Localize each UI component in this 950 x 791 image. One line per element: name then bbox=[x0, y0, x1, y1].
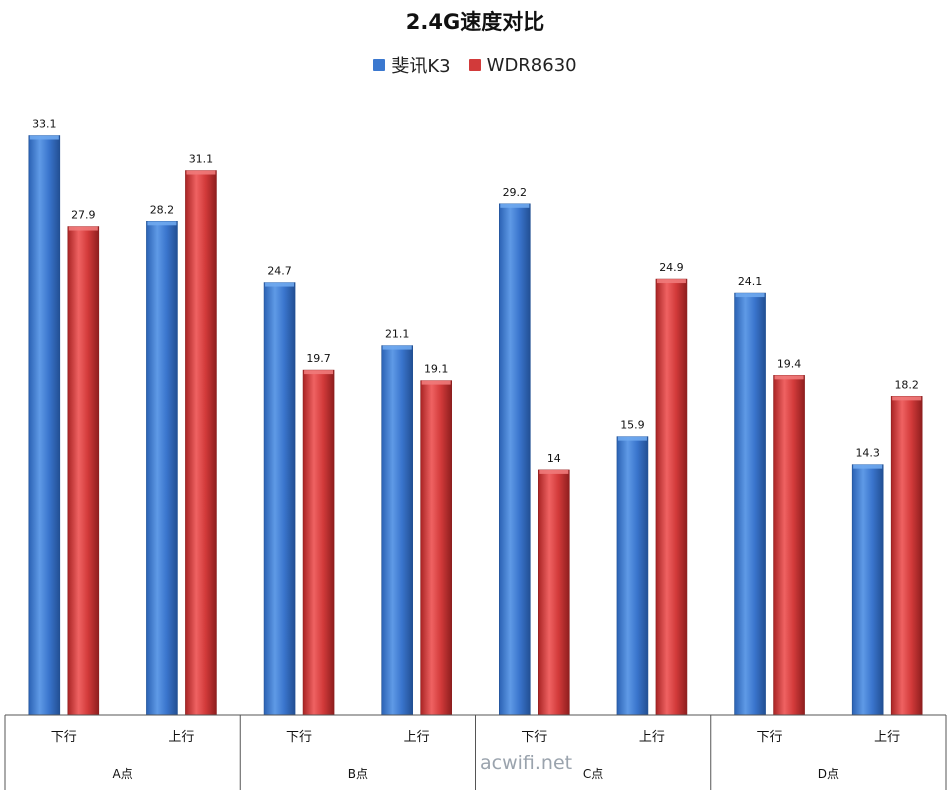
bar-series-2-cat-7 bbox=[773, 375, 805, 716]
data-label-series-2-cat-2: 31.1 bbox=[189, 153, 214, 166]
bar-series-1-cat-7 bbox=[734, 292, 766, 716]
data-label-series-2-cat-8: 18.2 bbox=[894, 378, 919, 391]
data-label-series-2-cat-3: 19.7 bbox=[306, 352, 331, 365]
x-tick-label-5: 下行 bbox=[521, 730, 547, 745]
x-tick-label-7: 下行 bbox=[757, 730, 783, 745]
legend-swatch-series-2 bbox=[468, 59, 481, 71]
bar-cap-series-2-cat-5 bbox=[539, 469, 569, 474]
watermark: acwifi.net bbox=[480, 752, 573, 774]
bar-cap-series-2-cat-4 bbox=[421, 380, 451, 385]
legend-item-series-2: WDR8630 bbox=[468, 54, 577, 76]
bar-cap-series-2-cat-2 bbox=[186, 170, 216, 175]
bar-series-1-cat-3 bbox=[263, 282, 296, 716]
bar-cap-series-1-cat-5 bbox=[500, 203, 530, 208]
x-tick-label-8: 上行 bbox=[874, 730, 900, 745]
data-label-series-1-cat-2: 28.2 bbox=[150, 203, 175, 216]
bar-series-2-cat-3 bbox=[302, 369, 335, 716]
data-label-series-1-cat-6: 15.9 bbox=[620, 419, 645, 432]
bar-series-1-cat-6 bbox=[616, 436, 649, 716]
x-tick-label-4: 上行 bbox=[404, 730, 430, 745]
legend-swatch-series-1 bbox=[373, 59, 386, 71]
bar-cap-series-1-cat-4 bbox=[382, 345, 412, 350]
bar-cap-series-2-cat-8 bbox=[892, 396, 922, 401]
bar-cap-series-2-cat-3 bbox=[304, 370, 334, 375]
bar-series-1-cat-2 bbox=[146, 220, 178, 716]
data-label-series-1-cat-8: 14.3 bbox=[855, 447, 880, 460]
x-tick-label-6: 上行 bbox=[639, 730, 665, 745]
data-label-series-2-cat-4: 19.1 bbox=[424, 363, 449, 376]
bar-series-2-cat-1 bbox=[67, 226, 100, 716]
bar-cap-series-2-cat-1 bbox=[68, 226, 98, 231]
bar-cap-series-1-cat-7 bbox=[735, 293, 765, 298]
bar-cap-series-2-cat-7 bbox=[774, 375, 804, 380]
bar-cap-series-1-cat-3 bbox=[265, 282, 295, 287]
legend-label-series-1: 斐讯K3 bbox=[391, 56, 451, 77]
data-label-series-2-cat-7: 19.4 bbox=[777, 357, 802, 370]
legend: 斐讯K3 WDR8630 bbox=[0, 52, 950, 78]
bar-series-2-cat-4 bbox=[420, 380, 452, 716]
x-tick-label-1: 下行 bbox=[51, 730, 77, 745]
chart-title: 2.4G速度对比 bbox=[405, 10, 545, 34]
bar-series-2-cat-8 bbox=[890, 396, 923, 716]
bar-series-1-cat-5 bbox=[499, 203, 531, 716]
group-label-2: B点 bbox=[348, 767, 368, 781]
bar-series-2-cat-2 bbox=[185, 170, 217, 716]
bar-cap-series-1-cat-2 bbox=[147, 221, 177, 226]
x-tick-label-3: 下行 bbox=[286, 730, 312, 745]
x-tick-label-2: 上行 bbox=[168, 730, 194, 745]
group-label-4: D点 bbox=[818, 767, 839, 781]
data-label-series-2-cat-6: 24.9 bbox=[659, 261, 684, 274]
data-label-series-1-cat-1: 33.1 bbox=[32, 118, 57, 131]
bar-cap-series-1-cat-8 bbox=[853, 464, 883, 469]
bar-cap-series-2-cat-6 bbox=[656, 279, 686, 284]
group-label-3: C点 bbox=[583, 767, 603, 781]
data-label-series-2-cat-1: 27.9 bbox=[71, 209, 96, 222]
data-label-series-2-cat-5: 14 bbox=[547, 452, 561, 465]
data-label-series-1-cat-4: 21.1 bbox=[385, 328, 410, 341]
bar-series-1-cat-8 bbox=[851, 464, 884, 716]
bar-series-1-cat-1 bbox=[28, 135, 61, 716]
legend-label-series-2: WDR8630 bbox=[486, 54, 577, 76]
bar-cap-series-1-cat-1 bbox=[29, 135, 59, 140]
data-label-series-1-cat-5: 29.2 bbox=[503, 186, 528, 199]
data-label-series-1-cat-3: 24.7 bbox=[267, 265, 292, 278]
group-label-1: A点 bbox=[113, 767, 133, 781]
bar-series-1-cat-4 bbox=[381, 345, 413, 716]
bar-series-2-cat-6 bbox=[655, 278, 688, 716]
legend-item-series-1: 斐讯K3 bbox=[373, 52, 451, 78]
data-label-series-1-cat-7: 24.1 bbox=[738, 275, 763, 288]
bar-cap-series-1-cat-6 bbox=[617, 436, 647, 441]
bar-series-2-cat-5 bbox=[538, 469, 570, 716]
